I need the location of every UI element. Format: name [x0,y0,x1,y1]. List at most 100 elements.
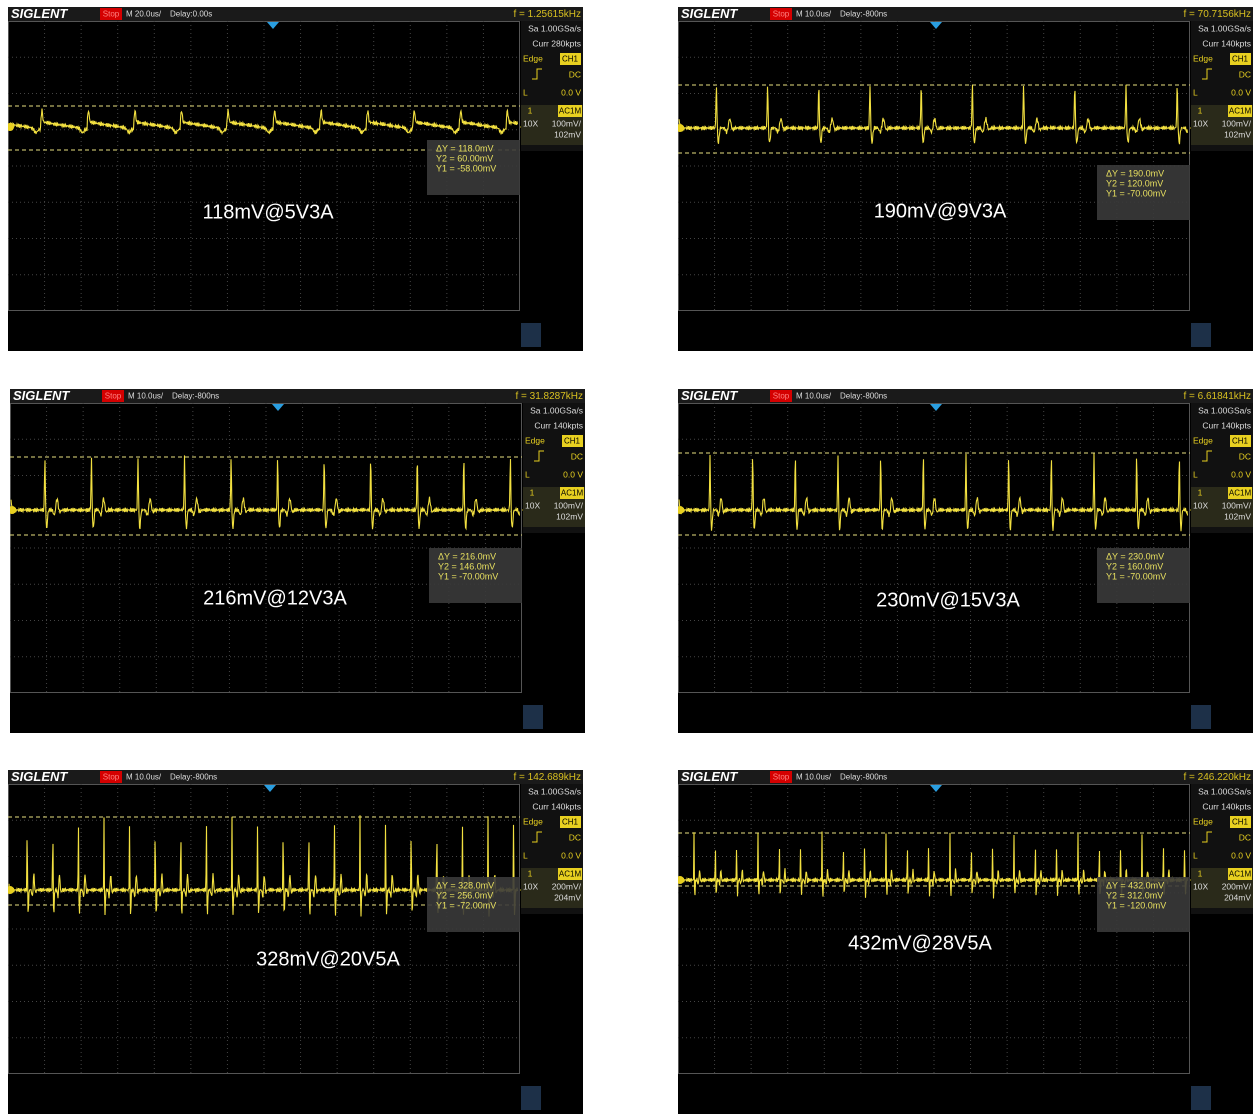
delay: Delay:-800ns [840,10,887,19]
level: 0.0 V [561,87,581,97]
level: 0.0 V [1231,850,1251,860]
waveform [9,109,518,135]
cursor-y1: Y1 = -70.00mV [1106,571,1166,581]
top-bar [8,7,583,21]
channel-coupling: AC1M [1229,870,1252,879]
brand: SIGLENT [681,7,738,21]
volts-div: 200mV/ [552,881,582,891]
scope-panel: SIGLENTStopM 10.0us/Delay:-800nsf = 31.8… [10,389,585,733]
trigger-type: Edge [1193,53,1213,63]
waveform [679,454,1188,532]
status: Stop [773,392,790,401]
level: 0.0 V [1231,469,1251,479]
sample-rate: Sa 1.00GSa/s [1198,23,1251,33]
waveform [679,85,1188,144]
network-icon [1191,1086,1211,1110]
volts-div: 100mV/ [1222,118,1252,128]
cursor-y1: Y1 = -70.00mV [438,571,498,581]
scope-panel: SIGLENT Stop M 20.0us/Delay:0.00s f = 1.256… [8,7,583,351]
level-label: L [525,469,530,479]
timebase: M 20.0us/ [126,10,162,19]
delta-y: ΔY = 230.0mV [1106,551,1164,561]
trigger-type: Edge [525,435,545,445]
frequency: f = 1.25615kHz [513,9,581,20]
channel-coupling: AC1M [559,870,582,879]
trigger-type: Edge [1193,435,1213,445]
frequency: f = 246.220kHz [1183,772,1251,783]
trigger-source: CH1 [564,437,581,446]
channel-coupling: AC1M [1229,489,1252,498]
cursor-y2: Y2 = 312.0mV [1106,890,1163,900]
network-icon [521,1086,541,1110]
caption: 328mV@20V5A [256,948,400,970]
memory: Curr 140kpts [1202,801,1251,811]
caption: 190mV@9V3A [874,200,1007,222]
probe: 10X [1193,118,1208,128]
trigger-position [930,22,942,29]
probe: 10X [525,500,540,510]
top-bar [678,770,1253,784]
trigger-position [930,785,942,792]
volts-div: 200mV/ [1222,881,1252,891]
delay: Delay:-800ns [840,773,887,782]
channel: 1 [530,487,535,497]
trigger-type: Edge [523,53,543,63]
network-icon [521,323,541,347]
channel-coupling: AC1M [1229,107,1252,116]
channel-marker [10,506,16,514]
memory: Curr 140kpts [1202,38,1251,48]
delta-y: ΔY = 328.0mV [436,880,494,890]
caption: 432mV@28V5A [848,932,992,954]
offset: 102mV [556,511,583,521]
channel: 1 [1198,487,1203,497]
level: 0.0 V [561,850,581,860]
coupling: DC [571,451,583,461]
offset: 102mV [554,129,581,139]
trigger-position [272,404,284,411]
sample-rate: Sa 1.00GSa/s [528,786,581,796]
channel: 1 [1198,868,1203,878]
timebase: M 10.0us/ [796,392,832,401]
cursor-y2: Y2 = 256.0mV [436,890,493,900]
channel-marker [678,876,684,884]
channel-marker [678,506,684,514]
delta-y: ΔY = 216.0mV [438,551,496,561]
sample-rate: Sa 1.00GSa/s [1198,405,1251,415]
channel: 1 [528,868,533,878]
network-icon [1191,705,1211,729]
memory: Curr 280kpts [532,38,581,48]
frequency: f = 142.689kHz [513,772,581,783]
cursor-y1: Y1 = -72.00mV [436,900,496,910]
timebase: M 10.0us/ [796,773,832,782]
caption: 230mV@15V3A [876,589,1020,611]
coupling: DC [1239,451,1251,461]
scope-screen: SIGLENTStopM 10.0us/Delay:-800nsf = 246.… [678,770,1253,1114]
delay: Delay:0.00s [170,10,212,19]
channel-coupling: AC1M [559,107,582,116]
probe: 10X [523,118,538,128]
page: SIGLENT Stop M 20.0us/Delay:0.00s f = 1.256… [0,0,1255,1114]
trigger-type: Edge [523,816,543,826]
level-label: L [1193,87,1198,97]
memory: Curr 140kpts [1202,420,1251,430]
channel-marker [8,886,14,894]
probe: 10X [1193,881,1208,891]
timebase: M 10.0us/ [128,392,164,401]
status: Stop [103,10,120,19]
channel-coupling: AC1M [561,489,584,498]
top-bar [678,7,1253,21]
coupling: DC [1239,69,1251,79]
channel: 1 [528,105,533,115]
brand: SIGLENT [681,770,738,784]
trigger-source: CH1 [562,818,579,827]
cursor-y1: Y1 = -58.00mV [436,163,496,173]
cursor-y1: Y1 = -70.00mV [1106,188,1166,198]
delta-y: ΔY = 118.0mV [436,143,493,153]
coupling: DC [1239,832,1251,842]
brand: SIGLENT [11,7,68,21]
memory: Curr 140kpts [534,420,583,430]
